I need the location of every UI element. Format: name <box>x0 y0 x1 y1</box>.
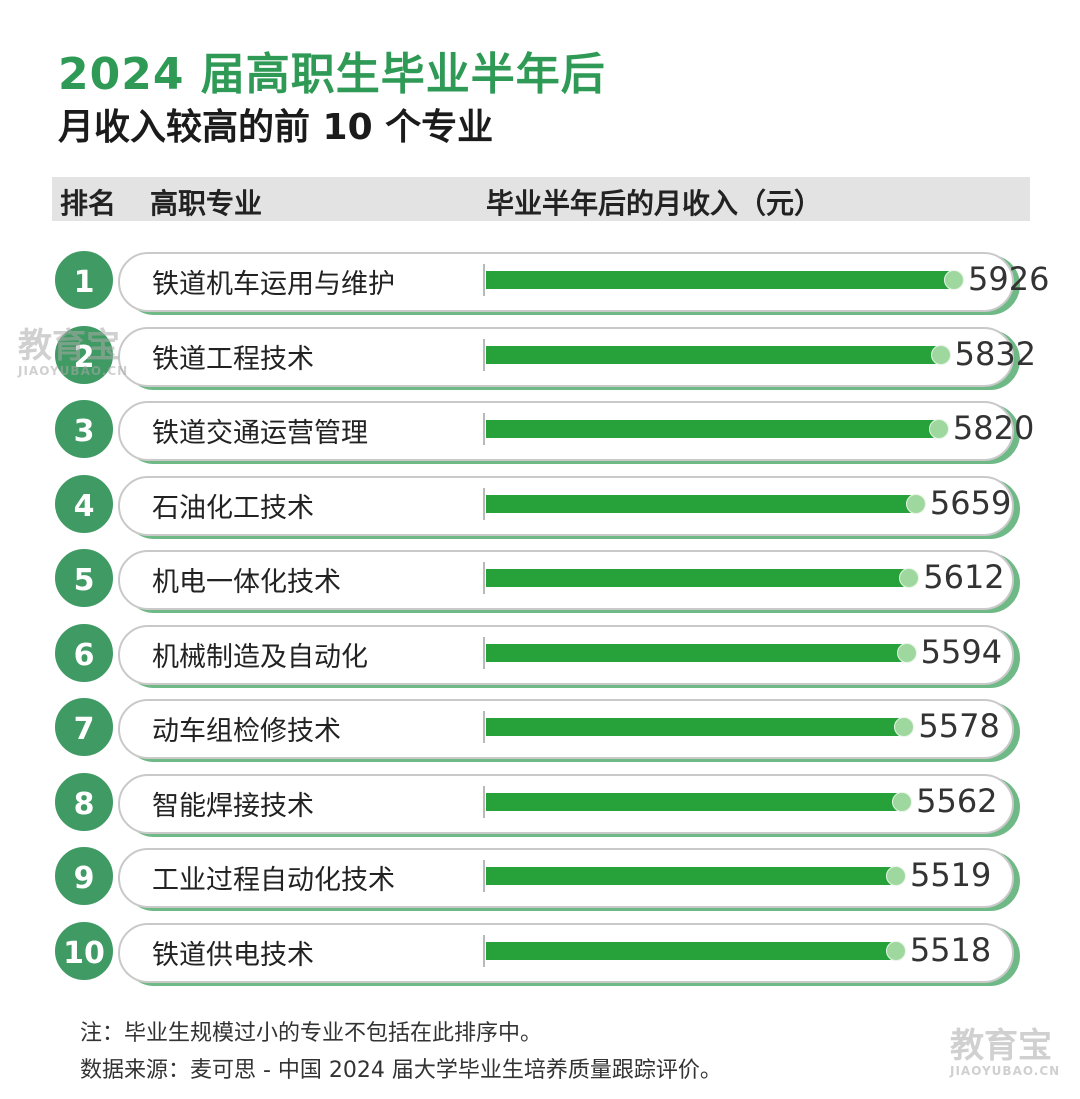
major-label: 机电一体化技术 <box>152 567 341 598</box>
bar-axis-tick <box>483 860 485 892</box>
bar-row: 10 铁道供电技术 5518 <box>52 918 1030 983</box>
bar-end-dot <box>892 791 913 812</box>
watermark-right: 教育宝 JIAOYUBAO.CN <box>950 1028 1060 1078</box>
rank-badge: 2 <box>52 322 116 387</box>
income-value: 5820 <box>952 409 1035 447</box>
bar-row: 4 石油化工技术 5659 <box>52 471 1030 536</box>
bar-axis-tick <box>483 338 485 371</box>
watermark-right-en: JIAOYUBAO.CN <box>950 1064 1061 1078</box>
income-bar <box>486 569 912 587</box>
bar-end-dot <box>944 270 964 290</box>
income-bar <box>486 941 898 960</box>
income-bar <box>486 271 956 289</box>
income-value: 5832 <box>954 334 1037 373</box>
major-label: 铁道工程技术 <box>152 343 314 375</box>
rank-badge: 7 <box>52 695 116 759</box>
income-value: 5659 <box>929 483 1012 522</box>
bar-end-dot <box>885 940 906 961</box>
rank-badge: 5 <box>52 546 116 610</box>
bar-row: 7 动车组检修技术 5578 <box>52 695 1030 759</box>
bar-row: 2 铁道工程技术 5832 <box>52 322 1036 387</box>
income-value: 5612 <box>923 558 1005 596</box>
bar-axis-tick <box>483 487 485 520</box>
income-bar <box>486 494 918 513</box>
footnote: 注：毕业生规模过小的专业不包括在此排序中。 <box>80 1021 543 1046</box>
watermark-right-cn: 教育宝 <box>950 1026 1052 1066</box>
data-source: 数据来源：麦可思 - 中国 2024 届大学毕业生培养质量跟踪评价。 <box>80 1058 722 1083</box>
rank-badge: 1 <box>52 248 116 312</box>
rank-badge: 4 <box>52 471 116 536</box>
rank-badge: 6 <box>52 620 116 685</box>
bar-end-dot <box>930 344 951 365</box>
major-label: 智能焊接技术 <box>152 790 314 822</box>
bar-end-dot <box>896 642 917 663</box>
bar-axis-tick <box>483 785 485 818</box>
income-value: 5926 <box>968 260 1050 298</box>
income-value: 5594 <box>920 632 1003 671</box>
bar-end-dot <box>905 493 926 514</box>
table-header: 排名 高职专业 毕业半年后的月收入（元） <box>52 177 1030 221</box>
bar-end-dot <box>894 717 915 737</box>
chart-title: 2024 届高职生毕业半年后 <box>58 49 606 100</box>
watermark-left-cn: 教育宝 <box>18 326 120 366</box>
income-bar <box>486 792 905 811</box>
bar-end-dot <box>928 419 949 439</box>
chart-subtitle: 月收入较高的前 10 个专业 <box>58 107 494 148</box>
income-value: 5518 <box>909 930 992 969</box>
rank-badge: 9 <box>52 844 116 908</box>
bar-axis-tick <box>483 562 485 594</box>
watermark-left-en: JIAOYUBAO.CN <box>18 364 129 378</box>
income-value: 5519 <box>909 856 992 894</box>
income-bar <box>486 345 943 364</box>
bar-row: 3 铁道交通运营管理 5820 <box>52 397 1034 461</box>
watermark-left: 教育宝 JIAOYUBAO.CN <box>18 328 128 378</box>
major-label: 铁道机车运用与维护 <box>152 269 395 300</box>
bar-end-dot <box>899 568 920 588</box>
income-value: 5578 <box>918 707 1000 745</box>
bar-axis-tick <box>483 413 485 445</box>
income-bar <box>486 718 907 736</box>
bar-end-dot <box>885 866 906 886</box>
major-label: 工业过程自动化技术 <box>152 865 395 896</box>
income-bar <box>486 420 941 438</box>
rank-badge: 3 <box>52 397 116 461</box>
income-bar <box>486 643 909 662</box>
bar-axis-tick <box>483 264 485 296</box>
major-label: 铁道供电技术 <box>152 939 314 971</box>
bar-axis-tick <box>483 934 485 967</box>
major-label: 石油化工技术 <box>152 492 314 524</box>
header-income: 毕业半年后的月收入（元） <box>486 187 823 220</box>
income-bar <box>486 867 898 885</box>
bar-row: 5 机电一体化技术 5612 <box>52 546 1030 610</box>
rank-badge: 10 <box>52 918 116 983</box>
header-major: 高职专业 <box>150 187 263 220</box>
bar-row: 9 工业过程自动化技术 5519 <box>52 844 1030 908</box>
income-value: 5562 <box>916 781 998 820</box>
bar-row: 1 铁道机车运用与维护 5926 <box>52 248 1049 312</box>
bar-axis-tick <box>483 711 485 743</box>
bar-row: 8 智能焊接技术 5562 <box>52 769 1030 834</box>
rank-badge: 8 <box>52 769 116 834</box>
major-label: 铁道交通运营管理 <box>152 418 368 449</box>
major-label: 动车组检修技术 <box>152 716 341 747</box>
bar-row: 6 机械制造及自动化 5594 <box>52 620 1030 685</box>
bar-axis-tick <box>483 636 485 669</box>
major-label: 机械制造及自动化 <box>152 641 368 673</box>
header-rank: 排名 <box>60 187 117 220</box>
